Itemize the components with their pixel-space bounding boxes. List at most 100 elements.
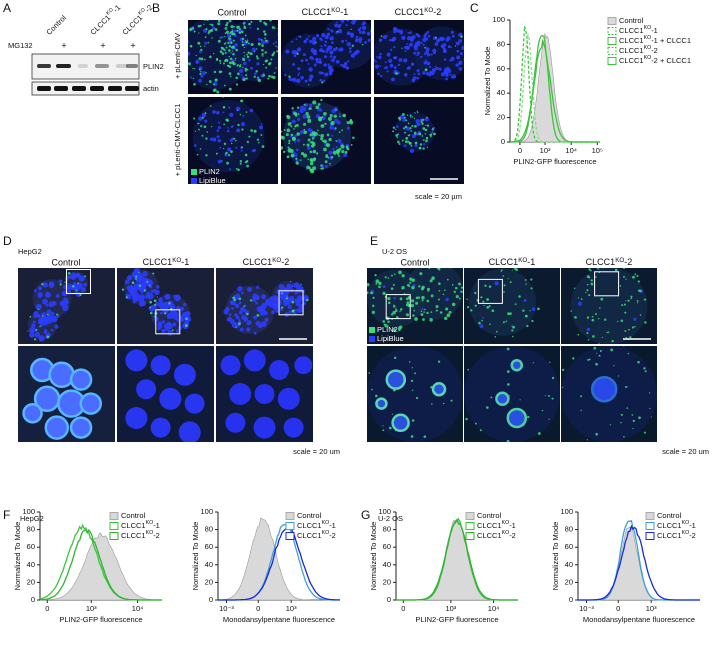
green-puncta xyxy=(412,314,415,317)
green-puncta xyxy=(243,25,246,27)
green-puncta xyxy=(244,67,248,71)
x-tick-label: 10³ xyxy=(646,604,657,613)
green-puncta xyxy=(593,346,597,350)
green-puncta xyxy=(411,419,415,422)
legend-label: LipiBlue xyxy=(199,176,226,185)
green-puncta xyxy=(246,20,249,21)
green-puncta xyxy=(343,114,347,118)
blue-droplet xyxy=(479,324,484,329)
green-puncta xyxy=(321,167,325,170)
blue-droplet xyxy=(416,34,421,38)
label-part: KO xyxy=(644,25,652,31)
histogram-fill xyxy=(217,517,340,601)
legend-swatch xyxy=(369,336,375,342)
blue-droplet xyxy=(494,281,499,286)
green-puncta xyxy=(524,314,528,318)
legend-label: CLCC1KO-2 xyxy=(619,45,658,55)
y-tick-label: 80 xyxy=(27,525,35,534)
green-puncta xyxy=(204,112,207,115)
blue-droplet xyxy=(334,23,339,28)
green-puncta xyxy=(632,275,635,279)
green-puncta xyxy=(422,147,425,150)
y-tick-label: 100 xyxy=(560,507,573,516)
blue-droplet xyxy=(331,41,334,45)
green-puncta xyxy=(307,138,311,142)
green-puncta xyxy=(233,298,237,302)
green-puncta xyxy=(382,425,384,427)
blue-droplet xyxy=(458,67,463,71)
column-label: Control xyxy=(400,257,429,267)
green-puncta xyxy=(367,283,370,287)
green-puncta xyxy=(623,303,626,306)
legend-swatch xyxy=(285,512,295,520)
green-puncta xyxy=(196,153,199,156)
label-part: -1 xyxy=(181,257,189,267)
green-puncta xyxy=(588,268,591,271)
blue-droplet xyxy=(346,20,349,22)
green-puncta xyxy=(505,320,508,323)
green-puncta xyxy=(248,22,251,26)
blue-droplet xyxy=(397,29,401,32)
blue-droplet xyxy=(333,55,337,59)
blue-droplet xyxy=(235,106,241,112)
green-puncta xyxy=(336,47,338,49)
green-puncta xyxy=(293,128,295,130)
green-puncta xyxy=(465,417,468,421)
green-puncta xyxy=(232,50,234,52)
legend-label: CLCC1KO-2 xyxy=(657,530,696,540)
green-puncta xyxy=(595,276,597,278)
green-puncta xyxy=(620,422,622,424)
green-puncta xyxy=(320,124,325,128)
blue-droplet xyxy=(348,46,352,50)
y-tick-label: 0 xyxy=(209,595,213,604)
blue-droplet xyxy=(379,52,382,56)
green-puncta xyxy=(600,297,604,301)
large-droplet xyxy=(243,349,266,372)
green-puncta xyxy=(323,139,327,144)
green-puncta xyxy=(228,37,231,40)
blue-droplet xyxy=(161,320,166,324)
blue-droplet xyxy=(296,295,303,301)
green-puncta xyxy=(414,124,417,128)
blue-droplet xyxy=(431,68,436,73)
green-puncta xyxy=(374,273,377,277)
y-tick-label: 0 xyxy=(387,595,391,604)
label-part: CLCC1 xyxy=(297,531,322,540)
green-puncta xyxy=(532,362,534,364)
blue-droplet xyxy=(426,61,431,66)
blue-droplet xyxy=(288,310,293,315)
green-puncta xyxy=(273,51,276,54)
label-part: KO xyxy=(424,7,433,14)
green-puncta xyxy=(281,136,285,140)
green-puncta xyxy=(451,283,454,286)
green-puncta xyxy=(239,160,243,163)
blue-droplet xyxy=(209,138,213,141)
green-puncta xyxy=(643,298,647,301)
green-puncta xyxy=(330,156,334,159)
blue-droplet xyxy=(229,112,234,117)
green-puncta xyxy=(407,122,410,125)
green-puncta xyxy=(238,322,241,326)
panel-label: D xyxy=(3,234,12,248)
green-puncta xyxy=(309,161,314,166)
blue-droplet xyxy=(247,287,253,293)
green-puncta xyxy=(587,339,590,341)
green-puncta xyxy=(454,45,457,47)
green-puncta xyxy=(271,26,275,29)
blue-droplet xyxy=(399,114,405,119)
y-tick-label: 40 xyxy=(565,560,573,569)
green-puncta xyxy=(242,66,244,69)
green-puncta xyxy=(289,122,292,125)
column-label: CLCC1KO-2 xyxy=(243,257,290,268)
x-axis-label: Monodansylpentane fluorescence xyxy=(583,615,695,624)
green-puncta xyxy=(414,112,416,114)
green-puncta xyxy=(227,65,230,67)
green-puncta xyxy=(259,20,262,23)
green-puncta xyxy=(228,87,232,91)
green-puncta xyxy=(506,370,510,373)
green-puncta xyxy=(414,141,418,145)
label-part: KO xyxy=(644,35,652,41)
green-puncta xyxy=(320,134,324,138)
blue-droplet xyxy=(424,117,429,122)
green-puncta xyxy=(279,38,281,40)
